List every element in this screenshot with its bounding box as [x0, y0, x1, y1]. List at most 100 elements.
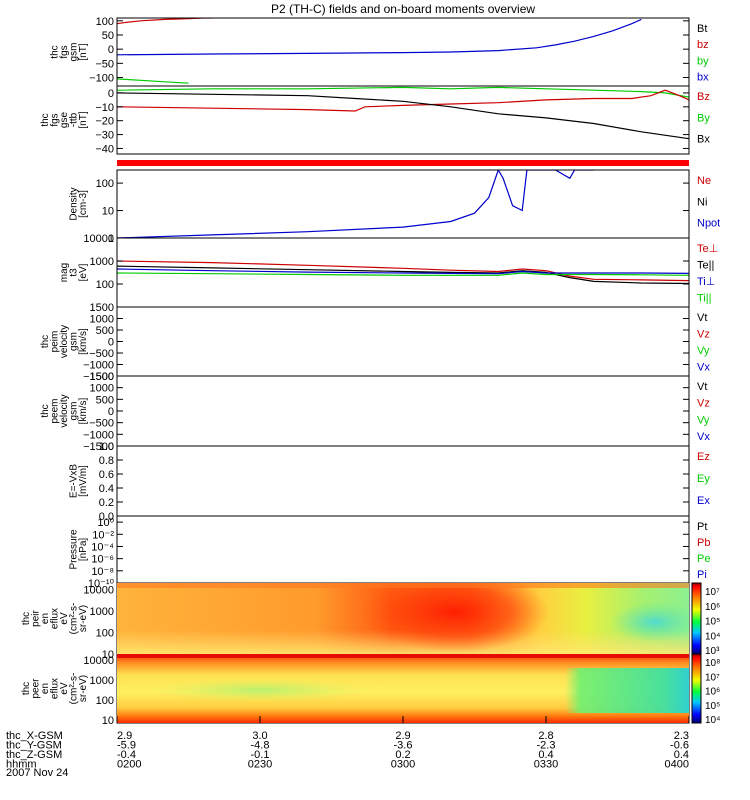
ylabel-line: peem	[50, 398, 61, 423]
ytick-label-pressure: 10⁻⁸	[91, 566, 114, 578]
ytick-label-mag_temp: 10000	[83, 233, 114, 245]
ylabel-line: en	[40, 683, 51, 694]
legend-peim_vel-vt: Vt	[697, 312, 707, 324]
ylabel-line: velocity	[59, 394, 70, 427]
legend-mag_temp-ti: Ti⊥	[697, 276, 715, 288]
ytick-label-peim_vel: −1500	[83, 371, 114, 383]
colorbar-tick-peer_spec: 10⁷	[705, 672, 720, 683]
panel-frame-pressure	[116, 515, 690, 584]
ylabel-density: Density[cm-3]	[69, 187, 90, 220]
ytick-label-peir_spec: 1000	[90, 606, 114, 618]
ytick-label-density: 100	[96, 178, 114, 190]
ytick-label-fgs_gsm: 100	[96, 16, 114, 28]
legend-mag_temp-te: Te⊥	[697, 243, 718, 255]
legend-peem_vel-vt: Vt	[697, 381, 707, 393]
panel-mag_temp: 10000 1000 100 magt3[eV] Te⊥ Te|| Ti⊥ Ti||	[59, 233, 718, 308]
ephemeris-value: 3.0	[252, 730, 267, 742]
ytick-label-fgs_gsm: 0	[108, 44, 114, 56]
ylabel-line: sr-eV)	[78, 675, 89, 702]
ytick-label-fgs_gsm: −50	[95, 58, 114, 70]
ylabel-line: eflux	[50, 608, 61, 629]
ylabel-line: (cm²-s-	[69, 673, 80, 705]
ylabel-peir_spec: thcpeirenefluxeV(cm²-s-sr-eV)	[21, 603, 89, 635]
legend-efield-ex: Ex	[697, 495, 710, 507]
panel-frame-density	[116, 169, 690, 239]
legend-pressure-pe: Pe	[697, 553, 710, 565]
colorbar-tick-peer_spec: 10⁴	[705, 715, 720, 726]
ytick-label-efield: 1.0	[99, 441, 114, 453]
ytick-label-peim_vel: 1000	[90, 314, 114, 326]
ytick-label-peem_vel: 1500	[90, 371, 114, 383]
ephemeris-value: -3.6	[394, 740, 413, 752]
series-line-fgs_gse-bx	[117, 92, 689, 140]
ytick-label-peem_vel: −1500	[83, 441, 114, 453]
time-tick-label: 0200	[117, 759, 141, 771]
time-tick-label: 0330	[534, 759, 558, 771]
legend-pressure-pi: Pi	[697, 569, 707, 581]
ephemeris-value: -0.4	[117, 749, 136, 761]
panel-peem_vel: 150010005000−500−1000−1500thcpeemvelocit…	[40, 371, 710, 453]
ylabel-line: eflux	[50, 678, 61, 699]
legend-density-ne: Ne	[697, 175, 711, 187]
ytick-label-efield: 0.4	[99, 483, 114, 495]
ytick-label-peer_spec: 100	[96, 695, 114, 707]
colorbar-tick-peir_spec: 10⁶	[705, 602, 720, 613]
series-group-mag_temp	[117, 260, 689, 285]
ytick-label-peer_spec: 10000	[83, 655, 114, 667]
legend-peem_vel-vx: Vx	[697, 431, 710, 443]
ytick-label-mag_temp: 1000	[90, 256, 114, 268]
legend-fgs_gse-by: By	[697, 112, 710, 124]
ylabel-line: gse	[59, 112, 70, 129]
legend-fgs_gsm-bz: bz	[697, 39, 709, 51]
time-tick-label: 0230	[248, 759, 272, 771]
ylabel-line: [km/s]	[78, 397, 89, 424]
series-line-mag_temp-ti	[117, 272, 689, 276]
series-line-fgs_gsm-bx	[117, 18, 642, 56]
ytick-label-mag_temp: 100	[96, 279, 114, 291]
series-line-fgs_gse-by	[117, 86, 689, 98]
ylabel-line: en	[40, 613, 51, 624]
ytick-label-peer_spec: 10	[102, 715, 114, 727]
ylabel-line: gsm	[69, 43, 80, 62]
ytick-label-density: 10	[102, 206, 114, 218]
ytick-label-pressure: 10⁻¹⁰	[88, 578, 115, 590]
legend-peim_vel-vz: Vz	[697, 328, 710, 340]
ytick-label-peer_spec: 1000	[90, 675, 114, 687]
ytick-label-peim_vel: 1500	[90, 302, 114, 314]
panel-density: 100 10 1 Density[cm-3] Ne Ni Npot	[69, 169, 720, 245]
ylabel-peer_spec: thcpeerenefluxeV(cm²-s-sr-eV)	[21, 673, 89, 705]
ytick-label-pressure: 10⁻⁴	[91, 541, 114, 553]
ylabel-line: eV	[59, 682, 70, 695]
ytick-label-pressure: 10⁻⁶	[91, 554, 114, 566]
ephemeris-value: -2.3	[537, 740, 556, 752]
panel-peim_vel: 150010005000−500−1000−1500thcpeimvelocit…	[40, 302, 710, 383]
figure-title: P2 (TH-C) fields and on-board moments ov…	[271, 2, 535, 16]
ylabel-line: eV	[59, 612, 70, 625]
ylabel-line: peim	[50, 331, 61, 353]
date-label: 2007 Nov 24	[6, 767, 68, 779]
legend-peim_vel-vy: Vy	[697, 345, 710, 357]
ephemeris-value: 0.4	[538, 749, 553, 761]
panel-fgs_gse: 0 −10 −20 −30−40 thcfgsgse-ttb[nT] Bz By Bx	[40, 85, 710, 155]
legend-fgs_gsm-bt: Bt	[697, 23, 707, 35]
ytick-label-fgs_gse: 0	[108, 88, 114, 100]
panel-frame-efield	[116, 445, 690, 517]
series-line-fgs_gsm-bz	[117, 18, 213, 25]
panel-fgs_gsm: 100 50 0 −50 −100 thcfgsgsm[nT] Bt bz by bx	[50, 16, 709, 87]
ytick-label-efield: 0.0	[99, 511, 114, 523]
ytick-label-pressure: 10⁰	[97, 517, 114, 529]
series-line-mag_temp-te	[117, 260, 689, 282]
legend-density-npot: Npot	[697, 218, 720, 230]
series-group-fgs_gsm	[117, 18, 642, 84]
series-line-mag_temp-ti	[117, 268, 689, 275]
ephemeris-value: 2.3	[674, 730, 689, 742]
colorbar-tick-peir_spec: 10⁵	[705, 617, 720, 628]
ylabel-line: thc	[40, 404, 51, 417]
ytick-label-peem_vel: 1000	[90, 383, 114, 395]
ylabel-line: thc	[21, 612, 32, 625]
ylabel-peem_vel: thcpeemvelocitygsm[km/s]	[40, 394, 89, 427]
ylabel-line: peer	[31, 678, 42, 699]
ephemeris-value: -5.9	[117, 740, 136, 752]
legend-mag_temp-te: Te||	[697, 259, 714, 271]
